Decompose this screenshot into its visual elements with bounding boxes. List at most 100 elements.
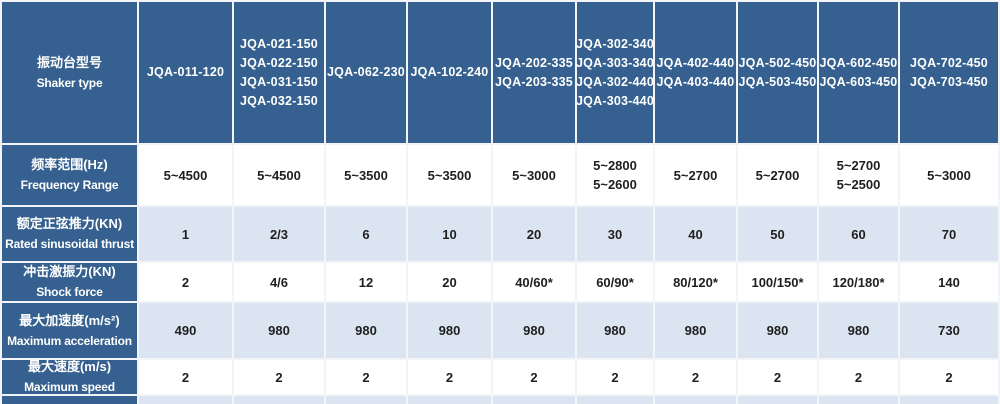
value-cell: 5~2700 (655, 145, 738, 207)
value-cell: 730 (900, 303, 1000, 360)
row-label-cell: 最大速度(m/s) Maximum speed (2, 360, 139, 396)
cell-line: JQA-021-150 (240, 36, 318, 51)
value-cell: 980 (577, 303, 655, 360)
value-cell: 2/3 (234, 207, 326, 263)
cell-line: JQA-022-150 (240, 55, 318, 70)
cell-line: 5~3000 (512, 167, 556, 183)
cell-line: 1 (181, 226, 190, 242)
partial-value-cell (408, 396, 493, 404)
value-cell: 980 (408, 303, 493, 360)
row-label-zh: 额定正弦推力(KN) (16, 216, 123, 231)
cell-line: 2 (445, 369, 454, 385)
value-cell: 20 (408, 263, 493, 303)
value-cell: 980 (819, 303, 900, 360)
cell-line: 30 (607, 226, 623, 242)
column-header-cell: JQA-021-150 JQA-022-150 JQA-031-150 JQA-032… (234, 2, 326, 145)
cell-line: JQA-503-450 (738, 74, 817, 89)
value-cell: 5~3000 (493, 145, 577, 207)
cell-line: 40 (688, 226, 703, 242)
value-cell: 40/60* (493, 263, 577, 303)
value-cell: 2 (493, 360, 577, 396)
row-label-en: Rated sinusoidal thrust (5, 237, 134, 251)
cell-line: JQA-031-150 (240, 74, 318, 89)
value-cell: 2 (234, 360, 326, 396)
value-cell: 980 (234, 303, 326, 360)
cell-line: 2 (362, 369, 370, 385)
cell-line: 2 (611, 369, 619, 385)
value-cell: 60 (819, 207, 900, 263)
cell-line: JQA-502-450 (738, 55, 817, 70)
cell-line: 5~3500 (427, 167, 472, 183)
corner-label-en: Shaker type (36, 75, 103, 90)
cell-line: 2 (530, 369, 538, 385)
partial-value-cell (577, 396, 655, 404)
row-label-cell: 冲击激振力(KN) Shock force (2, 263, 139, 303)
row-label-en: Shock force (36, 285, 103, 299)
row-label-zh: 冲击激振力(KN) (23, 264, 116, 279)
cell-line: 100/150* (751, 274, 804, 290)
cell-line: 5~2600 (593, 177, 637, 192)
value-cell: 5~2800 5~2600 (577, 145, 655, 207)
row-label-cell: 频率范围(Hz) Frequency Range (2, 145, 139, 207)
cell-line: JQA-202-335 (495, 55, 573, 70)
column-header-cell: JQA-202-335 JQA-203-335 (493, 2, 577, 145)
value-cell: 2 (139, 263, 234, 303)
cell-line: 12 (358, 274, 374, 290)
column-header-cell: JQA-402-440 JQA-403-440 (655, 2, 738, 145)
value-cell: 5~3500 (326, 145, 408, 207)
value-cell: 2 (577, 360, 655, 396)
value-cell: 490 (139, 303, 234, 360)
column-header-cell: JQA-102-240 (408, 2, 493, 145)
cell-line: 5~4500 (257, 167, 301, 183)
cell-line: 2/3 (269, 226, 289, 242)
value-cell: 20 (493, 207, 577, 263)
cell-line: 980 (684, 323, 707, 338)
cell-line: 20 (526, 226, 542, 242)
cell-line: 980 (355, 323, 377, 338)
cell-line: JQA-603-450 (819, 74, 898, 89)
value-cell: 100/150* (738, 263, 819, 303)
cell-line: 980 (523, 323, 545, 338)
cell-line: JQA-303-340 (577, 55, 654, 70)
value-cell: 2 (738, 360, 819, 396)
value-cell: 50 (738, 207, 819, 263)
cell-line: 70 (941, 226, 957, 242)
cell-line: 980 (604, 323, 626, 338)
cell-line: 730 (938, 323, 960, 338)
value-cell: 2 (819, 360, 900, 396)
corner-header-cell: 振动台型号 Shaker type (2, 2, 139, 145)
column-header-cell: JQA-702-450 JQA-703-450 (900, 2, 1000, 145)
value-cell: 980 (493, 303, 577, 360)
cell-line: JQA-203-335 (495, 74, 573, 89)
cell-line: 5~2700 (673, 167, 718, 183)
cell-line: 20 (442, 274, 457, 290)
value-cell: 140 (900, 263, 1000, 303)
cell-line: 120/180* (832, 274, 885, 290)
value-cell: 5~4500 (234, 145, 326, 207)
column-header-cell: JQA-602-450 JQA-603-450 (819, 2, 900, 145)
value-cell: 980 (738, 303, 819, 360)
cell-line: JQA-062-230 (327, 65, 405, 79)
value-cell: 6 (326, 207, 408, 263)
cell-line: 5~2800 (593, 158, 637, 173)
corner-label-zh: 振动台型号 (36, 54, 102, 70)
value-cell: 2 (655, 360, 738, 396)
cell-line: JQA-302-340 (577, 36, 654, 51)
partial-value-cell (655, 396, 738, 404)
value-cell: 2 (139, 360, 234, 396)
cell-line: 2 (181, 274, 190, 290)
value-cell: 5~4500 (139, 145, 234, 207)
cell-line: JQA-302-440 (577, 74, 654, 89)
row-label-en: Frequency Range (20, 178, 119, 192)
cell-line: 2 (773, 369, 782, 385)
cell-line: 2 (854, 369, 863, 385)
cell-line: 40/60* (515, 274, 553, 290)
column-header-cell: JQA-502-450 JQA-503-450 (738, 2, 819, 145)
value-cell: 30 (577, 207, 655, 263)
row-label-en: Maximum speed (24, 380, 115, 394)
value-cell: 5~3000 (900, 145, 1000, 207)
value-cell: 980 (326, 303, 408, 360)
cell-line: 10 (442, 226, 457, 242)
value-cell: 4/6 (234, 263, 326, 303)
